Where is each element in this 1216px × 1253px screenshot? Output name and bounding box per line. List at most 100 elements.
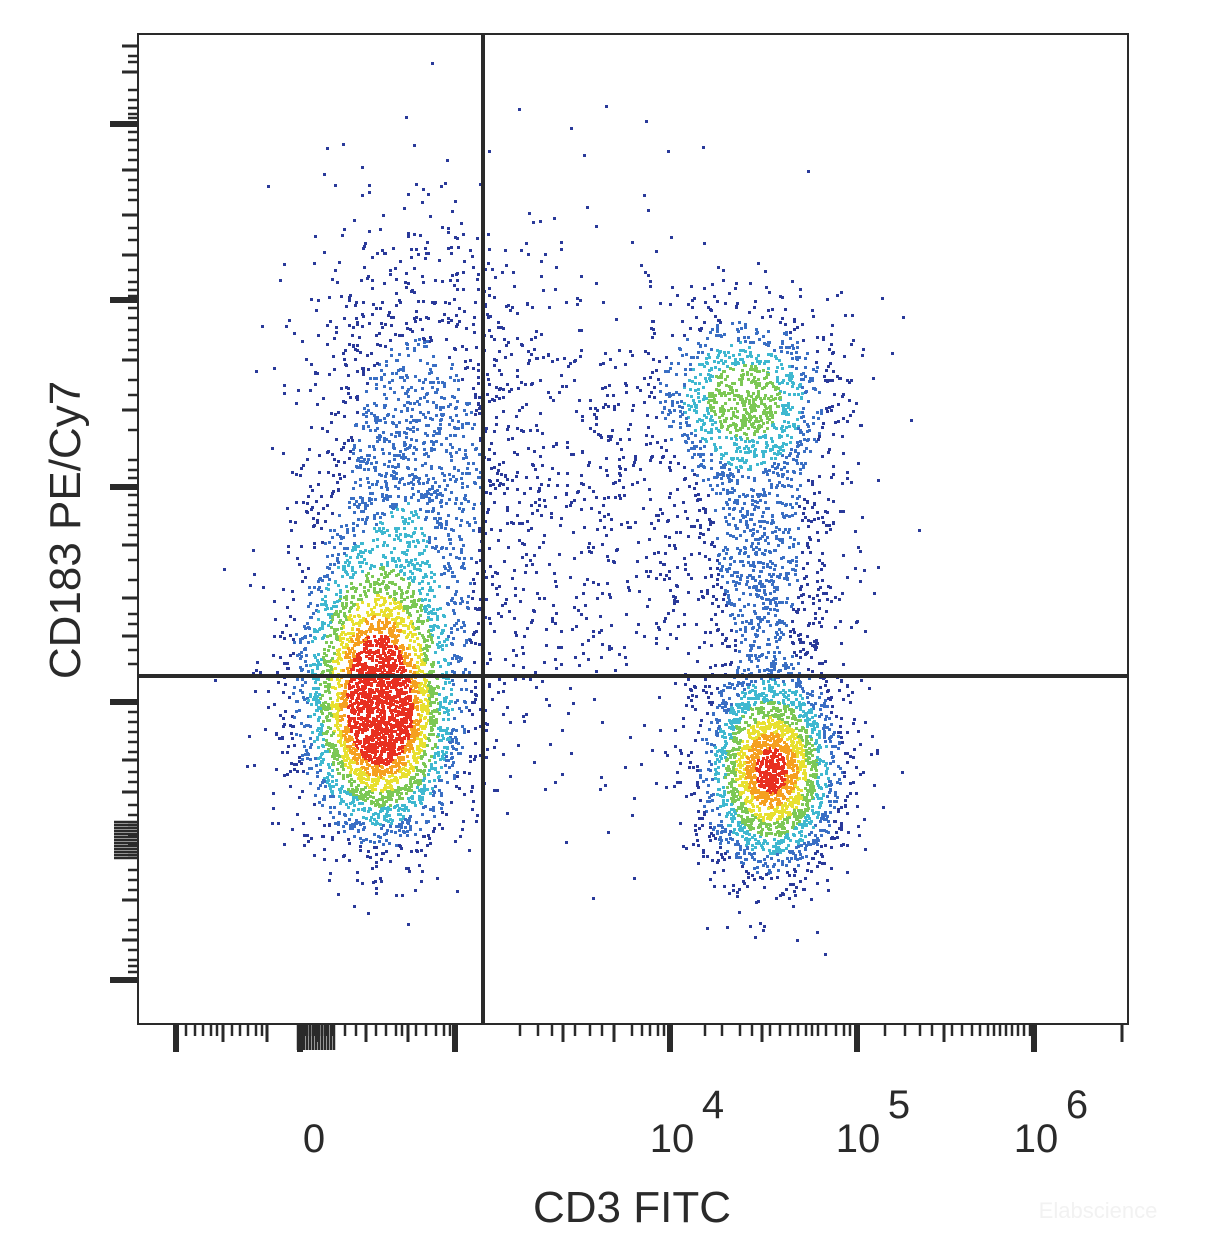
event-dot [373,734,376,737]
event-dot [461,378,464,381]
event-dot [337,584,340,587]
event-dot [311,506,314,509]
event-dot [321,707,324,710]
event-dot [359,688,362,691]
event-dot [332,816,335,819]
event-dot [442,757,445,760]
event-dot [431,487,434,490]
event-dot [326,575,329,578]
event-dot [324,542,327,545]
event-dot [308,627,311,630]
event-dot [395,725,398,728]
event-dot [455,657,458,660]
event-dot [332,490,335,493]
event-dot [465,456,468,459]
event-dot [486,373,489,376]
event-dot [456,628,459,631]
event-dot [493,399,496,402]
event-dot [395,530,398,533]
event-dot [352,586,355,589]
event-dot [368,691,371,694]
event-dot [380,720,383,723]
event-dot [358,635,361,638]
event-dot [413,727,416,730]
event-dot [355,744,358,747]
event-dot [372,881,375,884]
event-dot [300,655,303,658]
event-dot [475,468,478,471]
event-dot [336,768,339,771]
event-dot [317,661,320,664]
event-dot [309,758,312,761]
event-dot [310,363,313,366]
event-dot [435,391,438,394]
event-dot [362,427,365,430]
event-dot [409,687,412,690]
event-dot [407,354,410,357]
event-dot [412,730,415,733]
event-dot [496,593,499,596]
event-dot [331,453,334,456]
event-dot [359,565,362,568]
event-dot [411,703,414,706]
event-dot [342,768,345,771]
event-dot [327,726,330,729]
event-dot [322,397,325,400]
event-dot [399,788,402,791]
event-dot [344,692,347,695]
event-dot [497,612,500,615]
event-dot [441,414,444,417]
event-dot [521,556,524,559]
event-dot [432,625,435,628]
event-dot [359,849,362,852]
event-dot [422,300,425,303]
event-dot [402,815,405,818]
event-dot [352,623,355,626]
event-dots [214,62,921,956]
event-dot [415,761,418,764]
event-dot [356,879,359,882]
event-dot [398,825,401,828]
event-dot [420,789,423,792]
event-dot [363,751,366,754]
event-dot [350,784,353,787]
event-dot [406,409,409,412]
event-dot [397,756,400,759]
event-dot [389,766,392,769]
event-dot [404,703,407,706]
event-dot [333,652,336,655]
event-dot [350,727,353,730]
event-dot [453,774,456,777]
event-dot [354,642,357,645]
event-dot [363,738,366,741]
event-dot [371,651,374,654]
event-dot [428,599,431,602]
event-dot [366,718,369,721]
event-dot [449,662,452,665]
event-dot [422,725,425,728]
event-dot [343,442,346,445]
event-dot [453,396,456,399]
event-dot [340,537,343,540]
event-dot [349,666,352,669]
event-dot [347,757,350,760]
event-dot [451,657,454,660]
event-dot [348,656,351,659]
event-dot [371,313,374,316]
event-dot [488,683,491,686]
event-dot [390,711,393,714]
event-dot [390,324,393,327]
event-dot [367,693,370,696]
event-dot [419,359,422,362]
event-dot [409,631,412,634]
event-dot [461,510,464,513]
event-dot [442,556,445,559]
event-dot [388,742,391,745]
event-dot [435,404,438,407]
event-dot [367,650,370,653]
event-dot [317,299,320,302]
event-dot [391,730,394,733]
event-dot [376,699,379,702]
event-dot [442,718,445,721]
event-dot [272,792,275,795]
